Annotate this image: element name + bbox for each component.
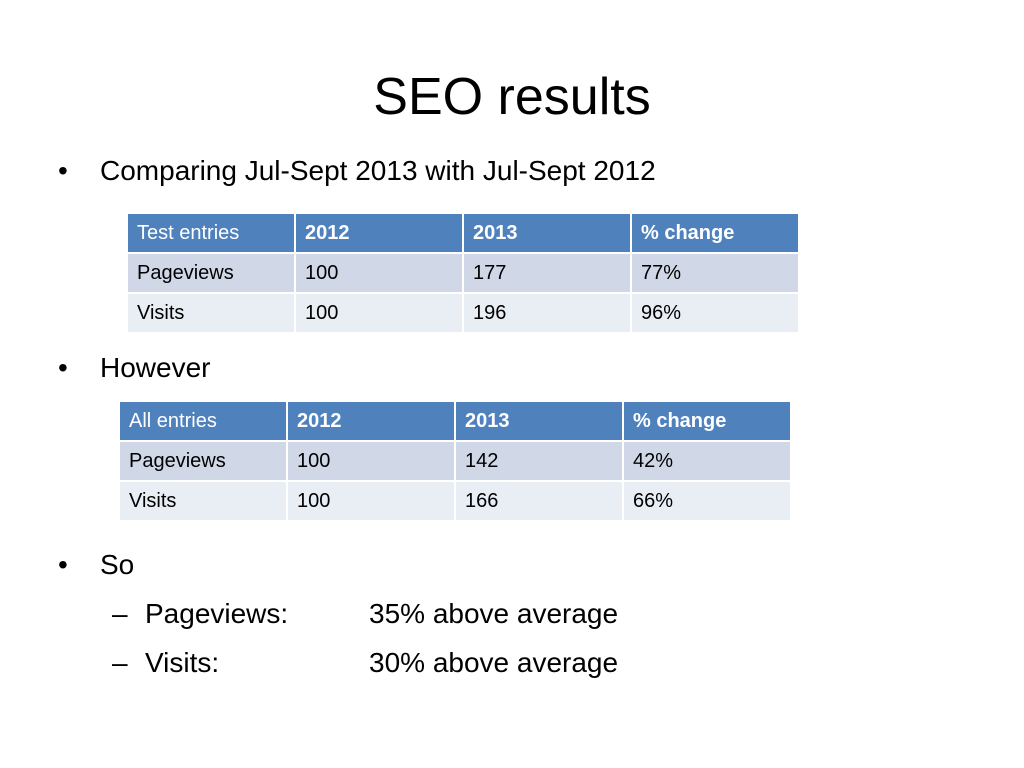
- bullet-comparing: • Comparing Jul-Sept 2013 with Jul-Sept 2…: [58, 151, 656, 191]
- table-row: Visits 100 166 66%: [120, 482, 790, 520]
- bullet-text: However: [100, 352, 211, 383]
- bullet-dot: •: [58, 155, 68, 186]
- table-cell: Pageviews: [128, 254, 294, 292]
- table-cell: 100: [288, 482, 454, 520]
- table-header-cell: 2013: [456, 402, 622, 440]
- sub-bullet-value: 30% above average: [369, 647, 619, 678]
- sub-bullet-visits: – Visits: 30% above average: [112, 643, 618, 683]
- sub-bullet-label: Pageviews:: [145, 598, 289, 629]
- sub-bullet-label: Visits:: [145, 647, 220, 678]
- sub-bullet-dash: –: [112, 647, 128, 678]
- table-cell: Visits: [128, 294, 294, 332]
- table-header-cell: Test entries: [128, 214, 294, 252]
- bullet-so: • So: [58, 545, 134, 585]
- bullet-text: So: [100, 549, 135, 580]
- table-header-row: All entries 2012 2013 % change: [120, 402, 790, 440]
- slide-title: SEO results: [373, 68, 651, 126]
- table-header-cell: % change: [632, 214, 798, 252]
- table-cell: 66%: [624, 482, 790, 520]
- table-cell: 96%: [632, 294, 798, 332]
- bullet-dot: •: [58, 352, 68, 383]
- all-entries-table: All entries 2012 2013 % change Pageviews…: [118, 400, 792, 522]
- table-header-cell: All entries: [120, 402, 286, 440]
- table-header-cell: 2012: [296, 214, 462, 252]
- table-cell: 166: [456, 482, 622, 520]
- table-cell: 77%: [632, 254, 798, 292]
- table-header-row: Test entries 2012 2013 % change: [128, 214, 798, 252]
- table-cell: 142: [456, 442, 622, 480]
- table-header-cell: % change: [624, 402, 790, 440]
- sub-bullet-dash: –: [112, 598, 128, 629]
- table-cell: Visits: [120, 482, 286, 520]
- table-row: Pageviews 100 142 42%: [120, 442, 790, 480]
- table-row: Visits 100 196 96%: [128, 294, 798, 332]
- table-cell: 177: [464, 254, 630, 292]
- table-header-cell: 2013: [464, 214, 630, 252]
- test-entries-table: Test entries 2012 2013 % change Pageview…: [126, 212, 800, 334]
- table-row: Pageviews 100 177 77%: [128, 254, 798, 292]
- bullet-however: • However: [58, 348, 210, 388]
- table-cell: Pageviews: [120, 442, 286, 480]
- table-cell: 196: [464, 294, 630, 332]
- sub-bullet-pageviews: – Pageviews: 35% above average: [112, 594, 618, 634]
- table-cell: 100: [288, 442, 454, 480]
- table-header-cell: 2012: [288, 402, 454, 440]
- table-cell: 100: [296, 294, 462, 332]
- bullet-text: Comparing Jul-Sept 2013 with Jul-Sept 20…: [100, 155, 656, 186]
- table-cell: 100: [296, 254, 462, 292]
- table-cell: 42%: [624, 442, 790, 480]
- sub-bullet-value: 35% above average: [369, 598, 619, 629]
- bullet-dot: •: [58, 549, 68, 580]
